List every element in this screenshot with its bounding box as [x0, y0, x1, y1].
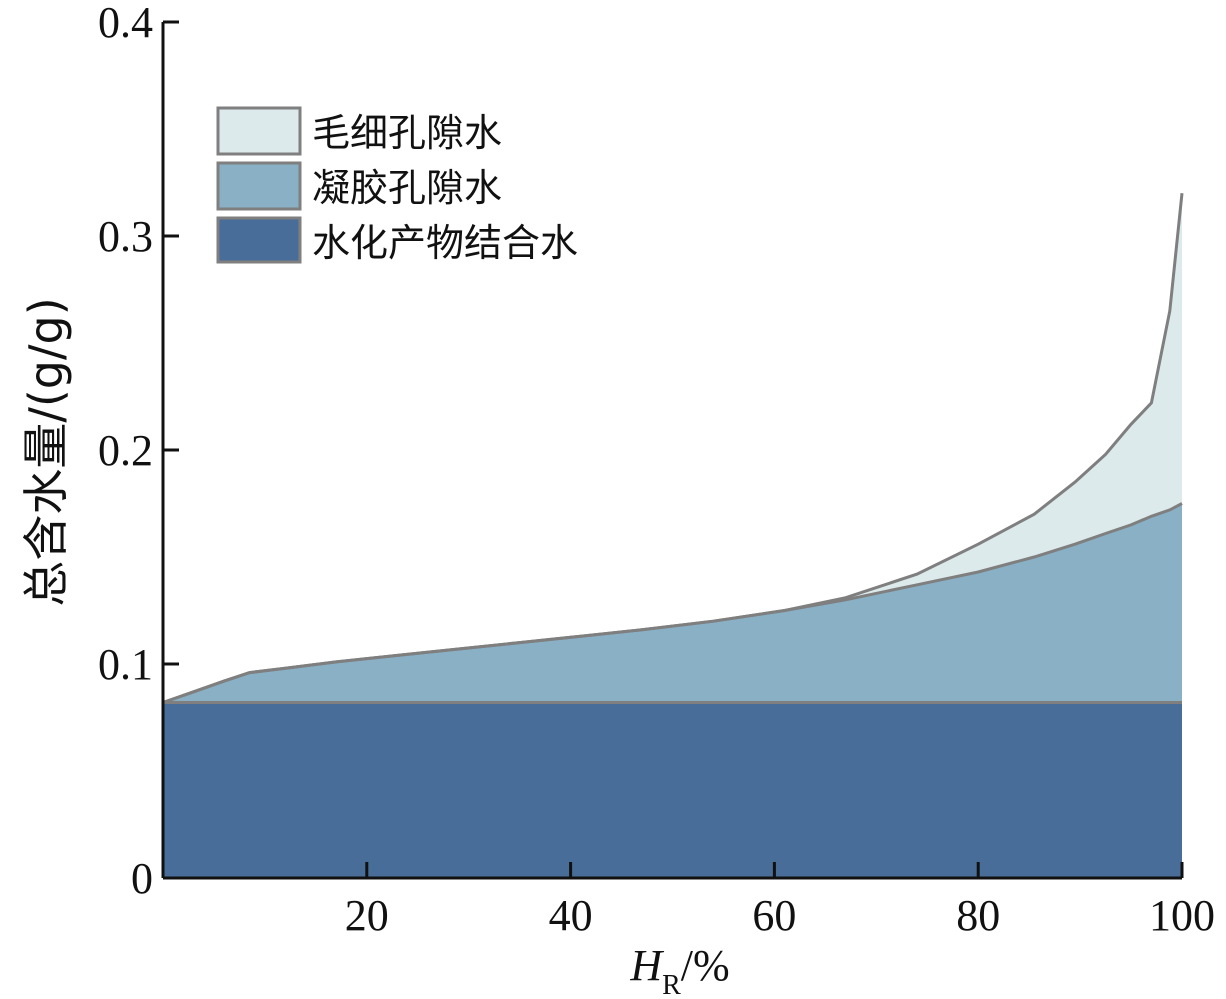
y-tick-label: 0.2 [98, 426, 153, 475]
legend-swatch-gel [216, 161, 302, 211]
x-axis-title-suffix: /% [681, 941, 730, 990]
area-layer [162, 193, 1184, 878]
legend-label-gel: 凝胶孔隙水 [312, 166, 502, 210]
legend-label-capillary: 毛细孔隙水 [312, 111, 502, 155]
area-capillary-water [163, 193, 1182, 703]
axes [161, 20, 1184, 880]
x-axis-title-sub: R [662, 970, 681, 999]
x-tick-label: 20 [345, 891, 389, 940]
x-axis-title-main: H [629, 941, 664, 990]
y-tick-label: 0.1 [98, 640, 153, 689]
x-tick-label: 80 [956, 891, 1000, 940]
area-gel-pore-water [163, 503, 1182, 703]
area-bound-water [163, 702, 1182, 878]
tick-labels: 0 0.1 0.2 0.3 0.4 20 40 60 80 100 [98, 0, 1215, 940]
x-tick-label: 40 [549, 891, 593, 940]
legend-swatch-bound [216, 216, 302, 264]
x-tick-label: 60 [752, 891, 796, 940]
legend: 毛细孔隙水 凝胶孔隙水 水化产物结合水 [216, 106, 578, 265]
x-axis-title: HR/% [629, 941, 729, 999]
legend-label-bound: 水化产物结合水 [312, 221, 578, 265]
line-capillary-water [162, 193, 1184, 704]
x-tick-label: 100 [1149, 891, 1215, 940]
y-tick-label: 0 [131, 854, 153, 903]
y-tick-label: 0.3 [98, 212, 153, 261]
y-tick-label: 0.4 [98, 0, 153, 47]
legend-swatch-capillary [216, 106, 302, 156]
y-axis-title: 总含水量/(g/g) [19, 297, 73, 606]
